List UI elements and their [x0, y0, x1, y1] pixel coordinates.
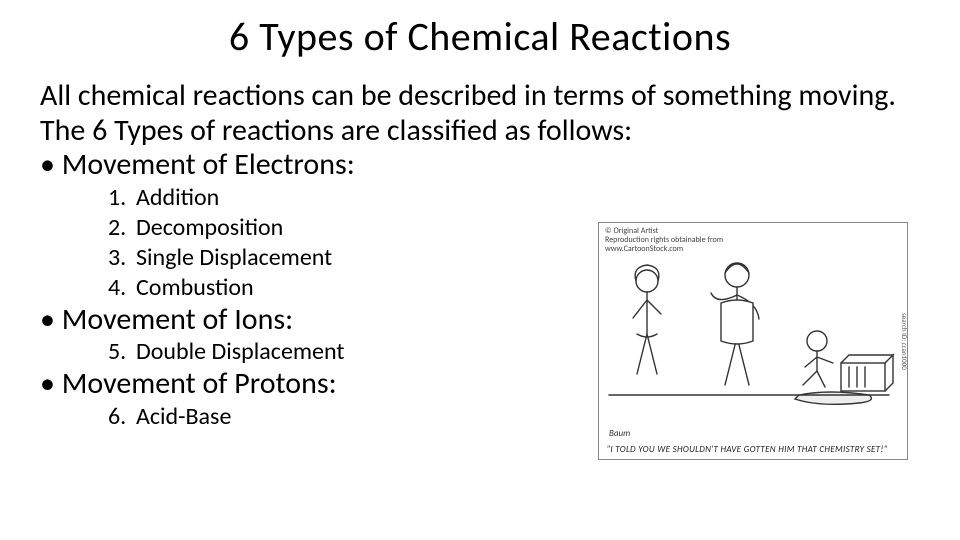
item-label: Single Displacement — [136, 243, 332, 272]
item-number: 6. — [108, 402, 136, 432]
cartoon-signature: Baum — [609, 428, 630, 439]
slide-title: 6 Types of Chemical Reactions — [40, 12, 920, 61]
item-number: 4. — [108, 273, 136, 303]
item-label: Double Displacement — [136, 337, 344, 366]
slide: 6 Types of Chemical Reactions All chemic… — [0, 0, 960, 540]
item-label: Acid-Base — [136, 402, 231, 431]
item-number: 5. — [108, 337, 136, 367]
cartoon-caption: "I TOLD YOU WE SHOULDN'T HAVE GOTTEN HIM… — [599, 444, 895, 455]
item-label: Decomposition — [136, 213, 283, 242]
item-number: 3. — [108, 243, 136, 273]
list-item: 1.Addition — [108, 183, 920, 213]
cartoon-drawing — [599, 245, 897, 425]
item-label: Addition — [136, 183, 219, 212]
item-number: 2. — [108, 213, 136, 243]
item-number: 1. — [108, 183, 136, 213]
cartoon-image: © Original Artist Reproduction rights ob… — [598, 222, 908, 460]
intro-text: All chemical reactions can be described … — [40, 79, 920, 148]
item-label: Combustion — [136, 273, 254, 302]
section-heading-electrons: Movement of Electrons: — [40, 148, 920, 183]
cartoon-search-id: search ID: ccan1000 — [897, 223, 909, 459]
